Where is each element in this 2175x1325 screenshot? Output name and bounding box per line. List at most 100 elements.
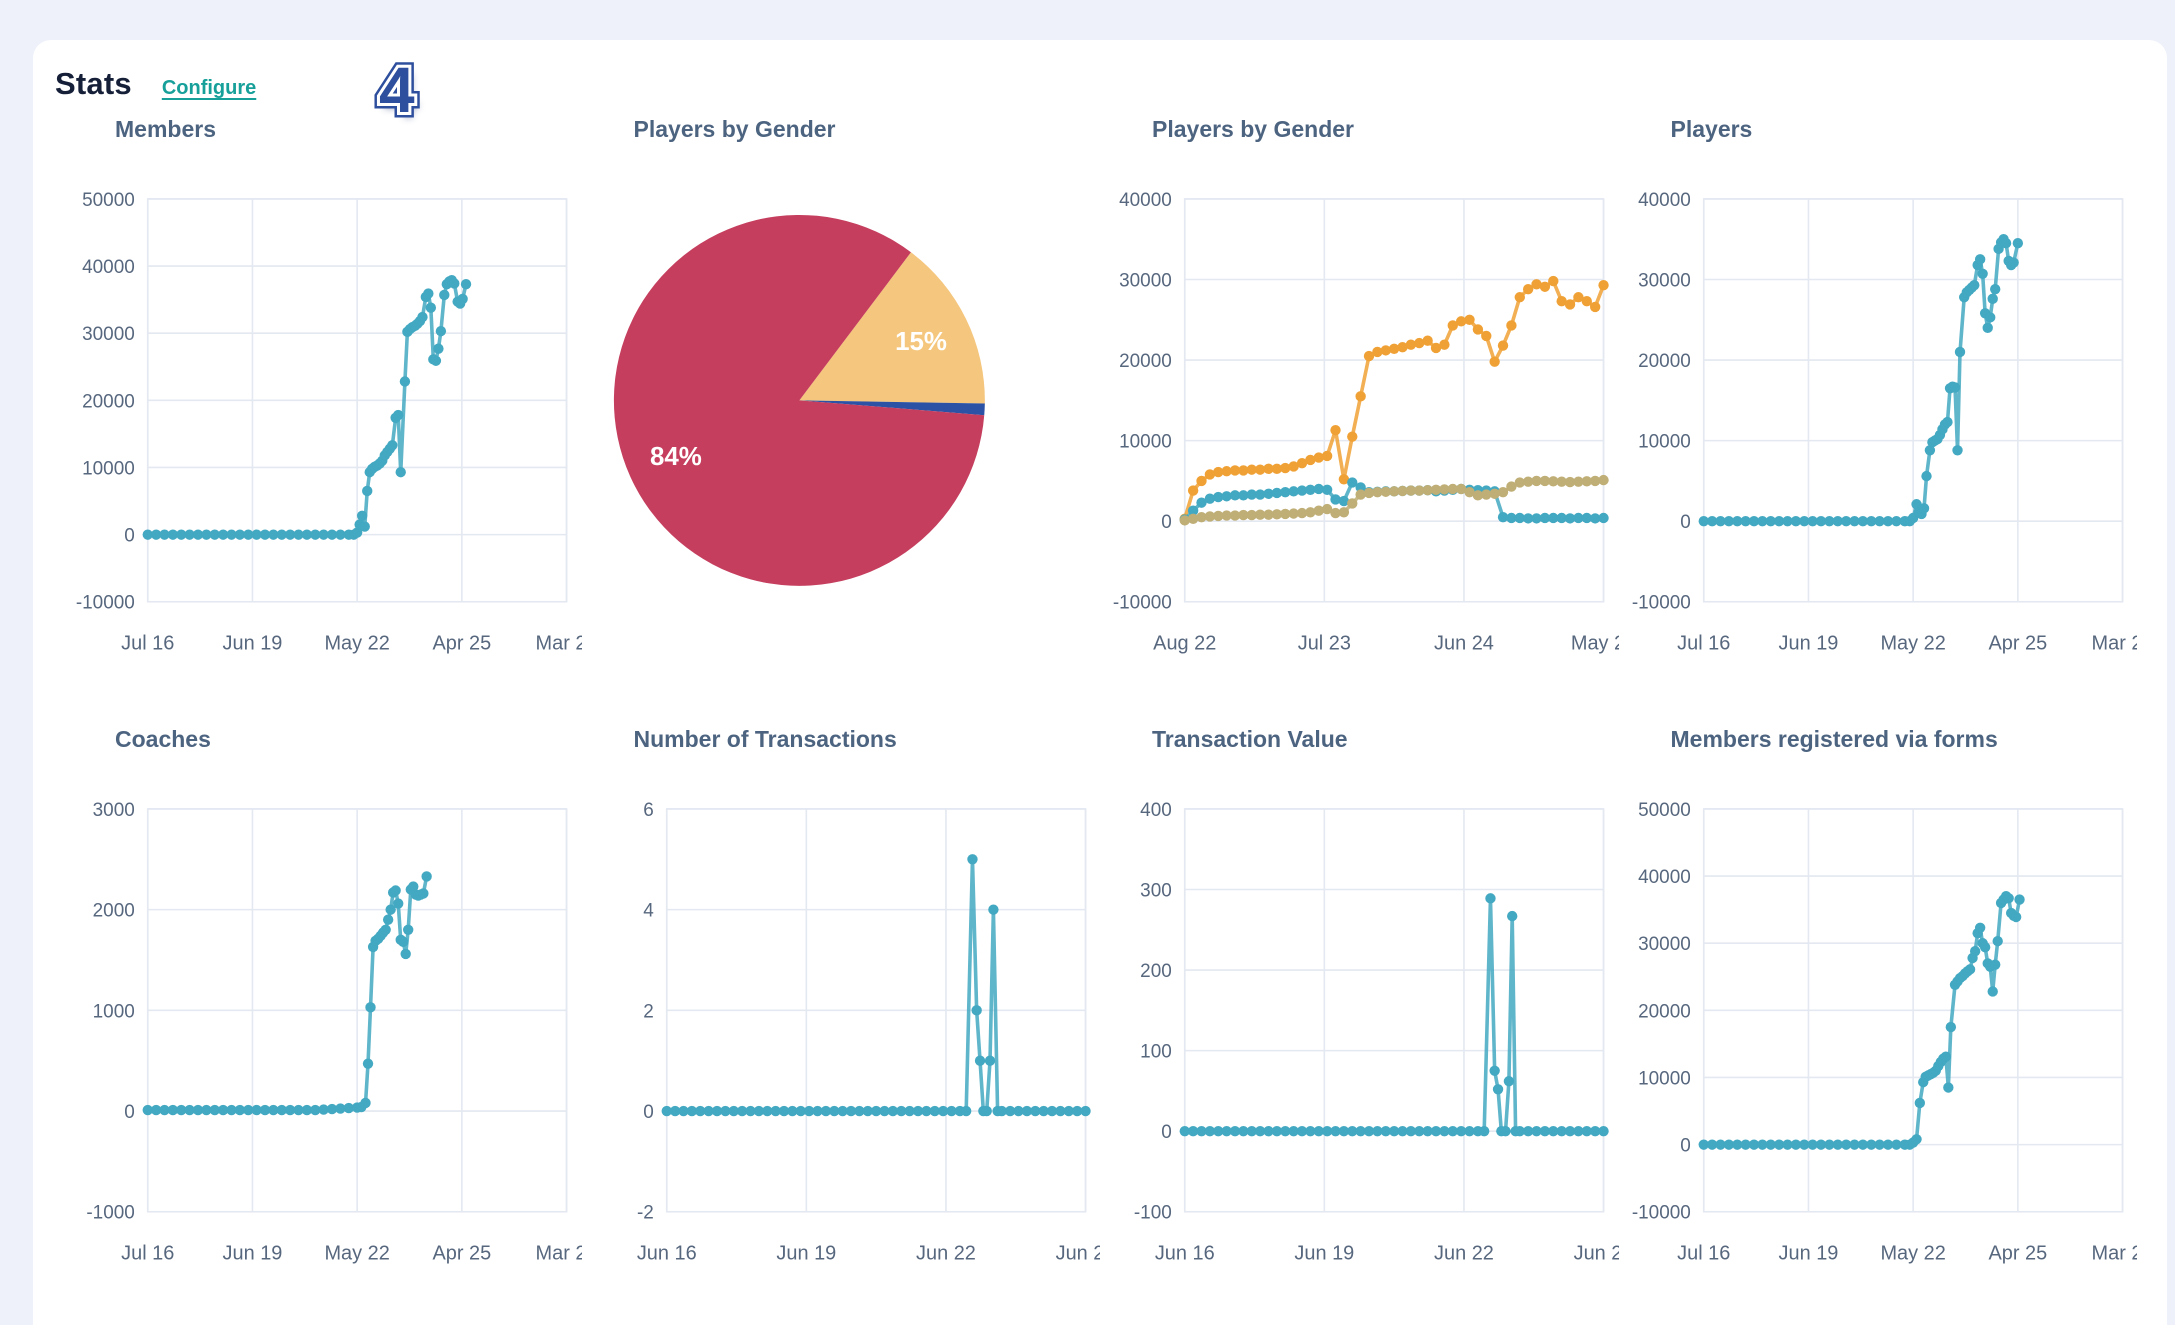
svg-text:Jun 19: Jun 19 xyxy=(223,633,283,655)
svg-text:20000: 20000 xyxy=(1638,351,1691,372)
svg-text:Jul 16: Jul 16 xyxy=(1677,1242,1730,1264)
svg-text:2: 2 xyxy=(643,1001,654,1022)
svg-text:40000: 40000 xyxy=(1638,190,1691,211)
chart-title: Number of Transactions xyxy=(633,725,897,752)
svg-text:Aug 22: Aug 22 xyxy=(1153,633,1216,655)
chart-title: Transaction Value xyxy=(1152,725,1348,752)
card-header: Stats Configure 4 4 4 xyxy=(33,40,2167,128)
chart-members-registered-via-forms: Members registered via forms 50000 40000 3… xyxy=(1619,725,2137,1282)
svg-text:30000: 30000 xyxy=(1638,270,1691,291)
svg-text:Jun 22: Jun 22 xyxy=(916,1242,976,1264)
svg-text:-10000: -10000 xyxy=(1113,593,1172,614)
line-chart-svg: 400 300 200 100 0 -100 Jun 16 Jun 19 Jun 22 Jun 2… xyxy=(1134,799,1619,1264)
svg-text:Jul 16: Jul 16 xyxy=(121,633,174,655)
svg-text:30000: 30000 xyxy=(1119,270,1172,291)
svg-text:Jun 25: Jun 25 xyxy=(1574,1242,1619,1264)
svg-text:0: 0 xyxy=(643,1102,654,1123)
chart-title: Players by Gender xyxy=(1152,116,1354,142)
chart-coaches: Coaches 3000 2000 1000 0 -1000 Jul 16 Jun 19 Ma… xyxy=(63,725,582,1282)
svg-text:-1000: -1000 xyxy=(86,1202,134,1223)
svg-text:0: 0 xyxy=(124,1102,135,1123)
svg-text:May 22: May 22 xyxy=(324,1242,389,1264)
svg-text:Jun 16: Jun 16 xyxy=(636,1242,696,1264)
svg-text:Jun 22: Jun 22 xyxy=(1434,1242,1494,1264)
chart-title: Members registered via forms xyxy=(1670,725,1998,752)
chart-number-of-transactions: Number of Transactions 6 4 2 0 -2 Jun 16 Jun 1… xyxy=(582,726,1101,1282)
svg-text:Jun 19: Jun 19 xyxy=(1294,1242,1354,1264)
svg-text:6: 6 xyxy=(643,799,654,820)
line-chart-svg: 3000 2000 1000 0 -1000 Jul 16 Jun 19 May 22 Apr … xyxy=(86,799,582,1264)
players-by-gender-lines-canvas[interactable]: 40000 30000 20000 10000 0 -10000 Aug 22 Jul 23 J… xyxy=(1100,173,1619,672)
line-chart-svg: 6 4 2 0 -2 Jun 16 Jun 19 Jun 22 Jun 25 xyxy=(636,799,1100,1264)
coaches-chart-canvas[interactable]: 3000 2000 1000 0 -1000 Jul 16 Jun 19 May 22 Apr … xyxy=(63,783,582,1282)
svg-text:300: 300 xyxy=(1140,880,1172,901)
svg-text:20000: 20000 xyxy=(82,391,135,412)
svg-text:Jul 23: Jul 23 xyxy=(1298,633,1351,655)
svg-text:50000: 50000 xyxy=(1638,799,1691,820)
line-chart-svg: 40000 30000 20000 10000 0 -10000 Aug 22 Jul 23 J… xyxy=(1113,190,1619,655)
svg-text:Mar 28: Mar 28 xyxy=(2091,633,2137,655)
svg-text:Jun 19: Jun 19 xyxy=(1778,1242,1838,1264)
svg-text:Jun 24: Jun 24 xyxy=(1434,633,1494,655)
stats-card: Stats Configure 4 4 4 Members 50000 40000… xyxy=(33,40,2167,1325)
svg-text:3000: 3000 xyxy=(93,799,135,820)
svg-text:-2: -2 xyxy=(636,1202,653,1223)
svg-text:30000: 30000 xyxy=(82,324,135,345)
number-of-transactions-chart-canvas[interactable]: 6 4 2 0 -2 Jun 16 Jun 19 Jun 22 Jun 25 xyxy=(582,783,1100,1282)
svg-text:-10000: -10000 xyxy=(76,593,135,614)
players-by-gender-pie-canvas[interactable]: 15% 84% xyxy=(582,173,1101,672)
svg-text:0: 0 xyxy=(124,526,135,547)
svg-text:Mar 28: Mar 28 xyxy=(536,1242,582,1264)
svg-text:Jun 19: Jun 19 xyxy=(223,1242,283,1264)
svg-text:40000: 40000 xyxy=(82,257,135,278)
chart-players-by-gender-pie: Players by Gender 15% 84% xyxy=(582,116,1101,672)
chart-title: Players xyxy=(1670,116,1753,142)
svg-text:84%: 84% xyxy=(650,443,702,471)
chart-title: Coaches xyxy=(115,725,211,752)
svg-text:30000: 30000 xyxy=(1638,934,1691,955)
svg-text:Mar 28: Mar 28 xyxy=(2091,1242,2137,1264)
svg-text:May 22: May 22 xyxy=(324,633,389,655)
svg-text:-10000: -10000 xyxy=(1631,593,1690,614)
members-registered-via-forms-chart-canvas[interactable]: 50000 40000 30000 20000 10000 0 -10000 Jul 16 Ju… xyxy=(1619,783,2137,1282)
svg-text:Mar 28: Mar 28 xyxy=(536,633,582,655)
svg-text:Apr 25: Apr 25 xyxy=(432,633,491,655)
transaction-value-chart-canvas[interactable]: 400 300 200 100 0 -100 Jun 16 Jun 19 Jun 22 Jun 2… xyxy=(1100,783,1619,1282)
svg-text:Jun 16: Jun 16 xyxy=(1155,1242,1215,1264)
charts-grid: Members 50000 40000 30000 20000 10000 0 -10000… xyxy=(33,108,2167,1281)
page-title: Stats xyxy=(55,66,132,101)
svg-text:0: 0 xyxy=(1161,1122,1172,1143)
svg-text:-100: -100 xyxy=(1134,1202,1172,1223)
svg-text:May 25: May 25 xyxy=(1571,633,1619,655)
line-chart-svg: 50000 40000 30000 20000 10000 0 -10000 Jul 16 Ju… xyxy=(1631,799,2137,1264)
svg-text:1000: 1000 xyxy=(93,1001,135,1022)
svg-text:2000: 2000 xyxy=(93,900,135,921)
chart-players: Players 40000 30000 20000 10000 0 -10000 Jul 1… xyxy=(1619,116,2137,672)
svg-text:100: 100 xyxy=(1140,1041,1172,1062)
chart-players-by-gender-lines: Players by Gender 40000 30000 20000 10000 0 -… xyxy=(1100,116,1619,672)
svg-text:10000: 10000 xyxy=(82,458,135,479)
svg-text:Jun 19: Jun 19 xyxy=(776,1242,836,1264)
svg-text:May 22: May 22 xyxy=(1880,1242,1945,1264)
svg-text:Apr 25: Apr 25 xyxy=(432,1242,491,1264)
svg-text:15%: 15% xyxy=(895,328,947,356)
svg-text:Apr 25: Apr 25 xyxy=(1988,633,2047,655)
svg-text:50000: 50000 xyxy=(82,190,135,211)
players-chart-canvas[interactable]: 40000 30000 20000 10000 0 -10000 Jul 16 Jun 19 M… xyxy=(1619,173,2137,672)
configure-link[interactable]: Configure xyxy=(161,77,257,99)
svg-text:400: 400 xyxy=(1140,799,1172,820)
svg-text:0: 0 xyxy=(1680,1135,1691,1156)
svg-text:20000: 20000 xyxy=(1638,1001,1691,1022)
chart-transaction-value: Transaction Value 400 300 200 100 0 -100 Jun 1… xyxy=(1100,726,1619,1282)
svg-text:Jun 25: Jun 25 xyxy=(1055,1242,1100,1264)
line-chart-svg: 50000 40000 30000 20000 10000 0 -10000 Jul 16 Ju… xyxy=(76,190,582,655)
svg-text:0: 0 xyxy=(1680,512,1691,533)
svg-text:Jul 16: Jul 16 xyxy=(1677,633,1730,655)
pie-chart-svg: 15% 84% xyxy=(613,214,985,586)
svg-text:10000: 10000 xyxy=(1638,1068,1691,1089)
svg-text:0: 0 xyxy=(1161,512,1172,533)
members-chart-canvas[interactable]: 50000 40000 30000 20000 10000 0 -10000 Jul 16 Ju… xyxy=(63,173,582,672)
svg-text:Jul 16: Jul 16 xyxy=(121,1242,174,1264)
svg-text:10000: 10000 xyxy=(1119,432,1172,453)
